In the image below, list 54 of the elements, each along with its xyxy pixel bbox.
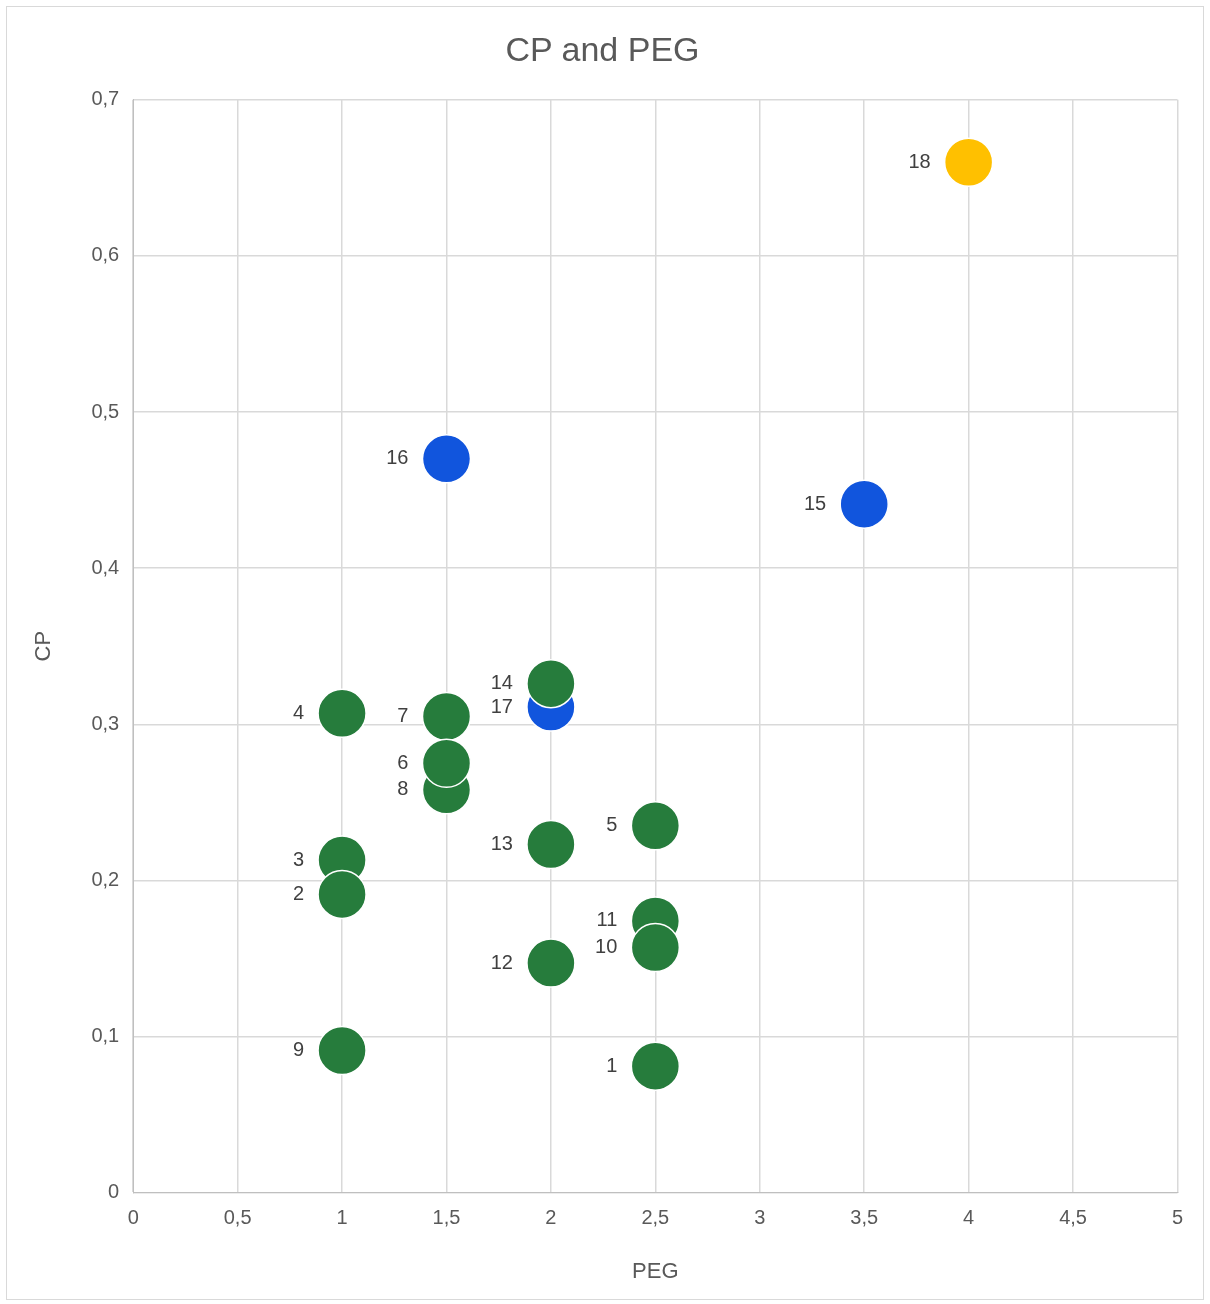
x-tick-label: 1,5: [432, 1206, 461, 1229]
y-tick-label: 0,3: [91, 711, 120, 734]
x-tick-label: 1: [336, 1206, 348, 1229]
series-label: 10: [595, 935, 618, 958]
series-label: 12: [490, 950, 513, 973]
x-tick-label: 4: [963, 1206, 975, 1229]
point: [943, 137, 994, 187]
y-tick-label: 0: [108, 1180, 120, 1203]
y-tick-label: 0,2: [91, 867, 120, 890]
x-tick-label: 4,5: [1059, 1206, 1087, 1229]
point: [526, 938, 576, 988]
series-label: 9: [292, 1038, 305, 1061]
series-label: 4: [292, 700, 305, 723]
x-tick-label: 0,5: [223, 1206, 252, 1229]
y-tick-label: 0,5: [91, 399, 120, 422]
x-tick-label: 2,5: [641, 1206, 670, 1229]
point: [839, 479, 889, 529]
series-label: 16: [386, 446, 409, 469]
x-tick-label: 0: [127, 1206, 139, 1229]
series-label: 11: [596, 908, 618, 931]
point: [421, 434, 472, 484]
x-axis-title: PEG: [632, 1257, 679, 1283]
y-tick-label: 0,6: [91, 243, 120, 266]
chart-title: CP and PEG: [505, 29, 700, 68]
point: [421, 691, 472, 742]
x-tick-label: 2: [545, 1206, 557, 1229]
series-label: 2: [292, 881, 305, 904]
series-label: 3: [292, 847, 305, 870]
point: [630, 1041, 681, 1091]
point: [526, 658, 576, 709]
series-label: 13: [490, 831, 513, 854]
series-label: 1: [606, 1053, 618, 1076]
y-tick-label: 0,4: [91, 555, 120, 578]
y-tick-label: 0,7: [91, 87, 120, 110]
y-axis-title: CP: [30, 630, 56, 662]
x-tick-label: 3: [754, 1206, 766, 1229]
series-label: 6: [397, 750, 409, 773]
x-tick-label: 5: [1171, 1206, 1184, 1229]
point: [421, 738, 472, 789]
series-label: 15: [803, 491, 827, 514]
point: [317, 869, 367, 920]
series-label: 14: [490, 671, 513, 694]
point: [317, 1025, 367, 1076]
x-tick-label: 3,5: [850, 1206, 879, 1229]
series-label: 18: [908, 149, 931, 172]
series-label: 8: [397, 777, 409, 800]
point: [526, 819, 576, 870]
y-tick-label: 0,1: [91, 1024, 120, 1046]
series-label: 17: [490, 694, 513, 717]
point: [317, 688, 367, 739]
series-label: 7: [397, 703, 409, 726]
point: [630, 800, 681, 851]
point: [630, 922, 681, 973]
series-label: 5: [606, 813, 618, 836]
